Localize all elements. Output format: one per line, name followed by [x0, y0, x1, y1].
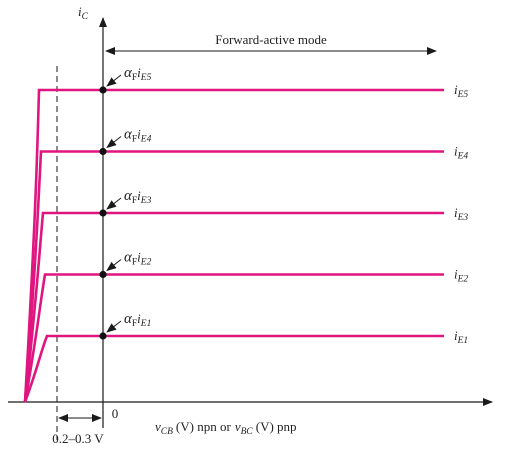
curve-iE4	[23, 150, 444, 403]
annotation-leader-E3	[106, 197, 122, 210]
curve-label-E5: iE5	[454, 82, 468, 100]
curve-label-E2: iE2	[454, 267, 468, 285]
offset-label: 0.2–0.3 V	[52, 431, 104, 446]
x-axis-label: vCB (V) npn or vBC (V) pnp	[155, 419, 297, 437]
annotation-label-E4: αFiE4	[124, 127, 152, 145]
annotation-label-E3: αFiE3	[124, 188, 152, 206]
curve-iE5	[23, 88, 444, 403]
curve-iE3	[23, 211, 444, 403]
annotation-label-E5: αFiE5	[124, 65, 152, 83]
annotation-leader-E1	[106, 320, 122, 333]
curve-iE2	[23, 273, 444, 403]
annotation-leader-E2	[106, 259, 122, 272]
operating-point-dot-E4	[99, 147, 107, 156]
curve-label-E3: iE3	[454, 205, 468, 223]
annotation-label-E1: αFiE1	[124, 311, 151, 329]
operating-point-dot-E1	[99, 332, 107, 340]
operating-point-dot-E5	[99, 86, 107, 94]
y-axis-label: iC	[78, 4, 89, 22]
origin-label: 0	[112, 406, 119, 421]
curve-label-E1: iE1	[454, 328, 468, 346]
forward-active-label: Forward-active mode	[215, 32, 327, 47]
operating-point-dot-E3	[99, 209, 107, 217]
annotation-leader-E4	[106, 136, 122, 149]
annotation-label-E2: αFiE2	[124, 250, 152, 268]
annotation-leader-E5	[106, 74, 122, 87]
characteristic-curves: αFiE5 iE5 αFiE4 iE4 αFiE3 iE3 αFiE2 iE2 αFiE1 iE1	[23, 65, 468, 403]
curve-label-E4: iE4	[454, 144, 468, 162]
operating-point-dot-E2	[99, 270, 107, 279]
curve-iE1	[23, 334, 444, 403]
